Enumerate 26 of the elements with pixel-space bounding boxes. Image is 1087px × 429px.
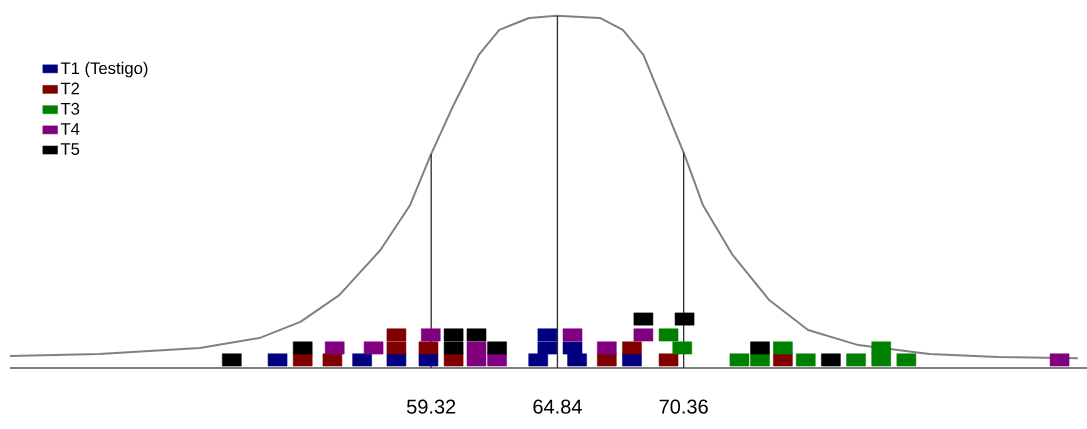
point <box>597 353 617 367</box>
point <box>871 341 891 355</box>
point <box>846 353 866 367</box>
legend-label: T3 <box>60 102 80 115</box>
point <box>352 353 372 367</box>
x-tick-label: 59.32 <box>406 399 456 414</box>
point <box>821 353 841 367</box>
point <box>487 341 507 355</box>
point <box>773 341 793 355</box>
legend-label: T2 <box>60 82 80 95</box>
point <box>597 341 617 355</box>
point <box>750 341 770 355</box>
legend-label: T4 <box>60 123 80 135</box>
point <box>528 353 548 367</box>
point <box>567 353 587 367</box>
point <box>622 341 642 355</box>
legend-label: T1 (Testigo) <box>60 61 148 78</box>
point <box>487 353 507 367</box>
point <box>622 353 642 367</box>
x-tick-label: 70.36 <box>659 399 708 414</box>
x-tick-label: 64.84 <box>533 399 582 414</box>
legend-label: T5 <box>60 143 80 155</box>
point <box>871 353 891 367</box>
point <box>222 353 242 367</box>
point <box>750 353 770 367</box>
point <box>773 353 793 367</box>
